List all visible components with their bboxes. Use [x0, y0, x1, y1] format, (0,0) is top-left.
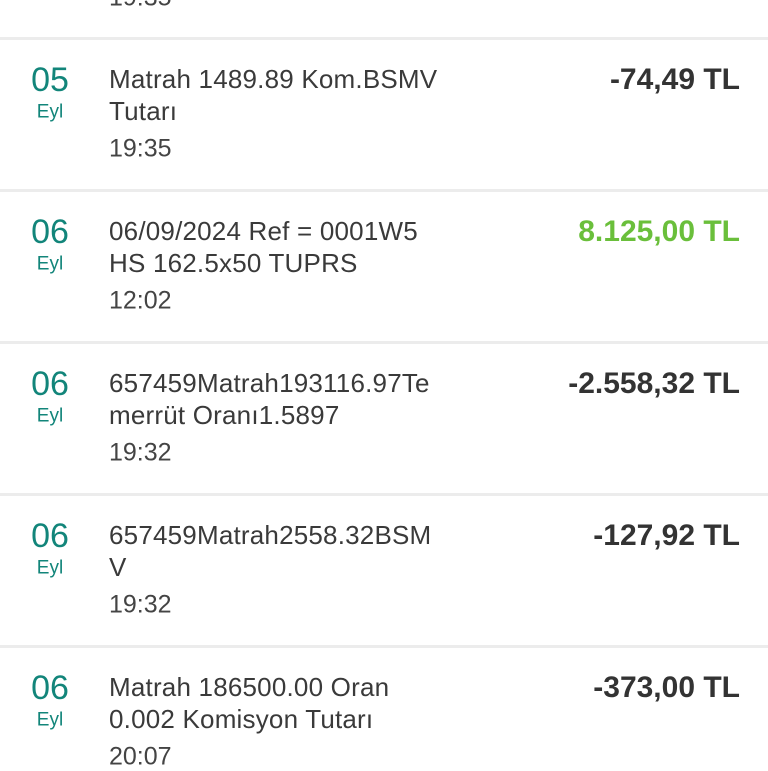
month: Eyl: [36, 405, 64, 427]
day: 06: [31, 365, 69, 403]
month: Eyl: [36, 101, 64, 123]
amount: 8.125,00 TL: [578, 215, 740, 248]
description-line: Matrah 186500.00 Oran: [109, 672, 390, 702]
amount: -127,92 TL: [593, 519, 740, 552]
separator: [0, 645, 768, 648]
amount: -74,49 TL: [609, 63, 740, 96]
description-line: merrüt Oranı1.5897: [109, 400, 340, 430]
description-line: 0.002 Komisyon Tutarı: [109, 704, 374, 734]
day: 05: [31, 61, 69, 99]
separator: [0, 189, 768, 192]
time: 19:32: [109, 590, 172, 619]
time: 19:35: [109, 134, 172, 163]
amount: -2.558,32 TL: [568, 367, 740, 400]
time: 20:07: [109, 742, 172, 771]
description-line: HS 162.5x50 TUPRS: [109, 248, 358, 278]
description-line: Matrah 1489.89 Kom.BSMV: [109, 64, 438, 94]
separator: [0, 493, 768, 496]
separator: [0, 341, 768, 344]
description-line: 657459Matrah193116.97Te: [109, 368, 430, 398]
day: 06: [31, 213, 69, 251]
description-line: 657459Matrah2558.32BSM: [109, 520, 432, 550]
time: 12:02: [109, 286, 172, 315]
month: Eyl: [36, 709, 64, 731]
description-line: Tutarı: [109, 96, 178, 126]
day: 06: [31, 517, 69, 555]
previous-time: 19:35: [109, 0, 172, 11]
month: Eyl: [36, 557, 64, 579]
description-line: V: [109, 552, 127, 582]
day: 06: [31, 669, 69, 707]
month: Eyl: [36, 253, 64, 275]
amount: -373,00 TL: [593, 671, 740, 704]
time: 19:32: [109, 438, 172, 467]
separator: [0, 37, 768, 40]
description-line: 06/09/2024 Ref = 0001W5: [109, 216, 418, 246]
